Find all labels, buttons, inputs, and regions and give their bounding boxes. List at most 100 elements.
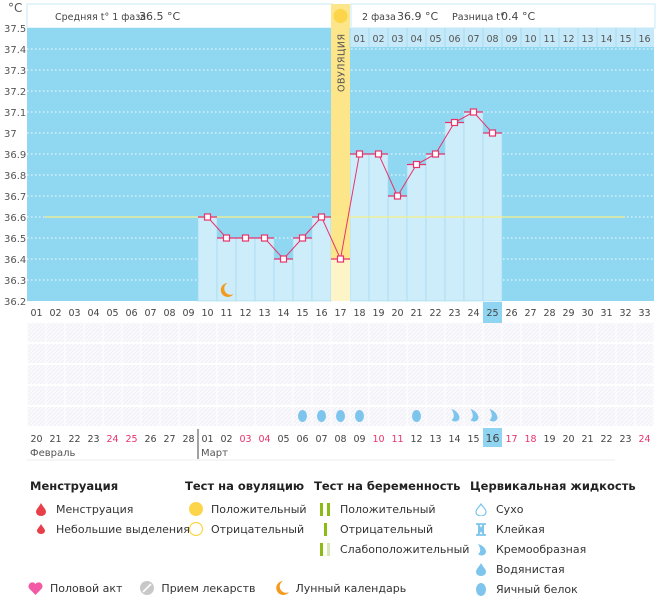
- temp-bar: [311, 216, 332, 302]
- phase2-day-label: 15: [619, 34, 631, 45]
- ovulation-sun-icon: [333, 9, 348, 23]
- temp-bar: [387, 195, 408, 302]
- calendar-date-label: 20: [30, 434, 42, 445]
- phase2-day-label: 08: [486, 34, 498, 45]
- phase2-day-label: 01: [353, 34, 365, 45]
- cycle-day-label: 27: [524, 308, 536, 319]
- calendar-date-label: 21: [49, 434, 61, 445]
- symptom-cell: [217, 323, 236, 342]
- symptom-cell: [407, 344, 426, 363]
- symptom-cell: [559, 407, 578, 426]
- symptom-cell: [160, 365, 179, 384]
- temp-point: [317, 213, 326, 221]
- phase2-day-label: 13: [581, 34, 593, 45]
- symptom-cell: [559, 365, 578, 384]
- symptom-cell: [540, 386, 559, 405]
- calendar-date-label: 09: [353, 434, 365, 445]
- symptom-cell: [616, 365, 635, 384]
- cycle-day-label: 22: [429, 308, 441, 319]
- cycle-day-label: 13: [258, 308, 270, 319]
- symptom-cell: [426, 344, 445, 363]
- symptom-cell: [597, 365, 616, 384]
- cycle-day-label: 15: [296, 308, 308, 319]
- cycle-day-label: 12: [239, 308, 251, 319]
- legend-item-label: Сухо: [496, 502, 524, 516]
- symptom-cell: [236, 365, 255, 384]
- temp-bar: [463, 111, 484, 302]
- month-label: Февраль: [30, 448, 76, 459]
- egg-white-icon: [298, 410, 307, 422]
- symptom-cell: [540, 323, 559, 342]
- egg-white-icon: [336, 410, 345, 422]
- moon-icon: [220, 283, 234, 297]
- two-lines-icon: [314, 502, 336, 516]
- egg-white-icon: [470, 582, 492, 596]
- symptom-cell: [578, 407, 597, 426]
- y-tick-label: 37.4: [4, 45, 26, 56]
- y-tick-label: 36.7: [4, 192, 26, 203]
- spotting-drop-icon: [30, 524, 52, 534]
- symptom-cell: [559, 344, 578, 363]
- temp-bar: [292, 237, 313, 302]
- symptom-cell: [27, 365, 46, 384]
- calendar-date-label: 20: [562, 434, 574, 445]
- cycle-day-label: 32: [619, 308, 631, 319]
- symptom-cell: [27, 407, 46, 426]
- legend-pregnancy-test: Тест на беременность Положительный Отриц…: [314, 479, 469, 559]
- symptom-cell: [464, 344, 483, 363]
- phase2-day-label: 06: [448, 34, 460, 45]
- calendar-date-label: 22: [68, 434, 80, 445]
- symptom-cell: [65, 323, 84, 342]
- symptom-cell: [198, 323, 217, 342]
- symptom-cell: [521, 323, 540, 342]
- positive-circle-icon: [185, 501, 207, 517]
- current-day-marker: [483, 320, 502, 323]
- calendar-date-label: 23: [619, 434, 631, 445]
- symptom-cell: [616, 323, 635, 342]
- calendar-date-label: 11: [391, 434, 403, 445]
- symptom-cell: [312, 365, 331, 384]
- temp-bar: [425, 153, 446, 302]
- calendar-date-label: 03: [239, 434, 251, 445]
- phase2-value: 36.9 °C: [397, 10, 438, 23]
- symptom-cell: [236, 323, 255, 342]
- cycle-day-label: 02: [49, 308, 61, 319]
- symptom-cell: [179, 323, 198, 342]
- symptom-cell: [103, 407, 122, 426]
- temp-point: [355, 150, 364, 158]
- symptom-cell: [27, 323, 46, 342]
- symptom-cell: [521, 365, 540, 384]
- cycle-day-label: 17: [334, 308, 346, 319]
- symptom-cell: [27, 386, 46, 405]
- symptom-cell: [122, 344, 141, 363]
- temp-point: [393, 192, 402, 200]
- symptom-cell: [293, 365, 312, 384]
- symptom-cell: [426, 323, 445, 342]
- cycle-day-label: 24: [467, 308, 479, 319]
- symptom-cell: [578, 365, 597, 384]
- symptom-cell: [445, 365, 464, 384]
- temp-bar: [216, 237, 237, 302]
- calendar-date-label: 27: [163, 434, 175, 445]
- symptom-cell: [198, 386, 217, 405]
- ovulation-label: ОВУЛЯЦИЯ: [337, 33, 348, 92]
- temp-bar: [349, 153, 370, 302]
- symptom-cell: [255, 386, 274, 405]
- symptom-cell: [274, 386, 293, 405]
- legend-item-label: Прием лекарств: [161, 581, 256, 595]
- temp-point: [298, 234, 307, 242]
- symptom-cell: [46, 365, 65, 384]
- temp-bar: [406, 164, 427, 302]
- temp-point: [469, 108, 478, 116]
- temp-bar: [368, 153, 389, 302]
- y-unit-label: °C: [8, 1, 22, 15]
- cycle-day-label: 28: [543, 308, 555, 319]
- symptom-cell: [84, 323, 103, 342]
- symptom-cell: [597, 386, 616, 405]
- symptom-cell: [426, 386, 445, 405]
- phase2-day-label: 12: [562, 34, 574, 45]
- temp-point: [203, 213, 212, 221]
- watery-icon: [470, 562, 492, 576]
- symptom-cell: [198, 407, 217, 426]
- symptom-cell: [369, 344, 388, 363]
